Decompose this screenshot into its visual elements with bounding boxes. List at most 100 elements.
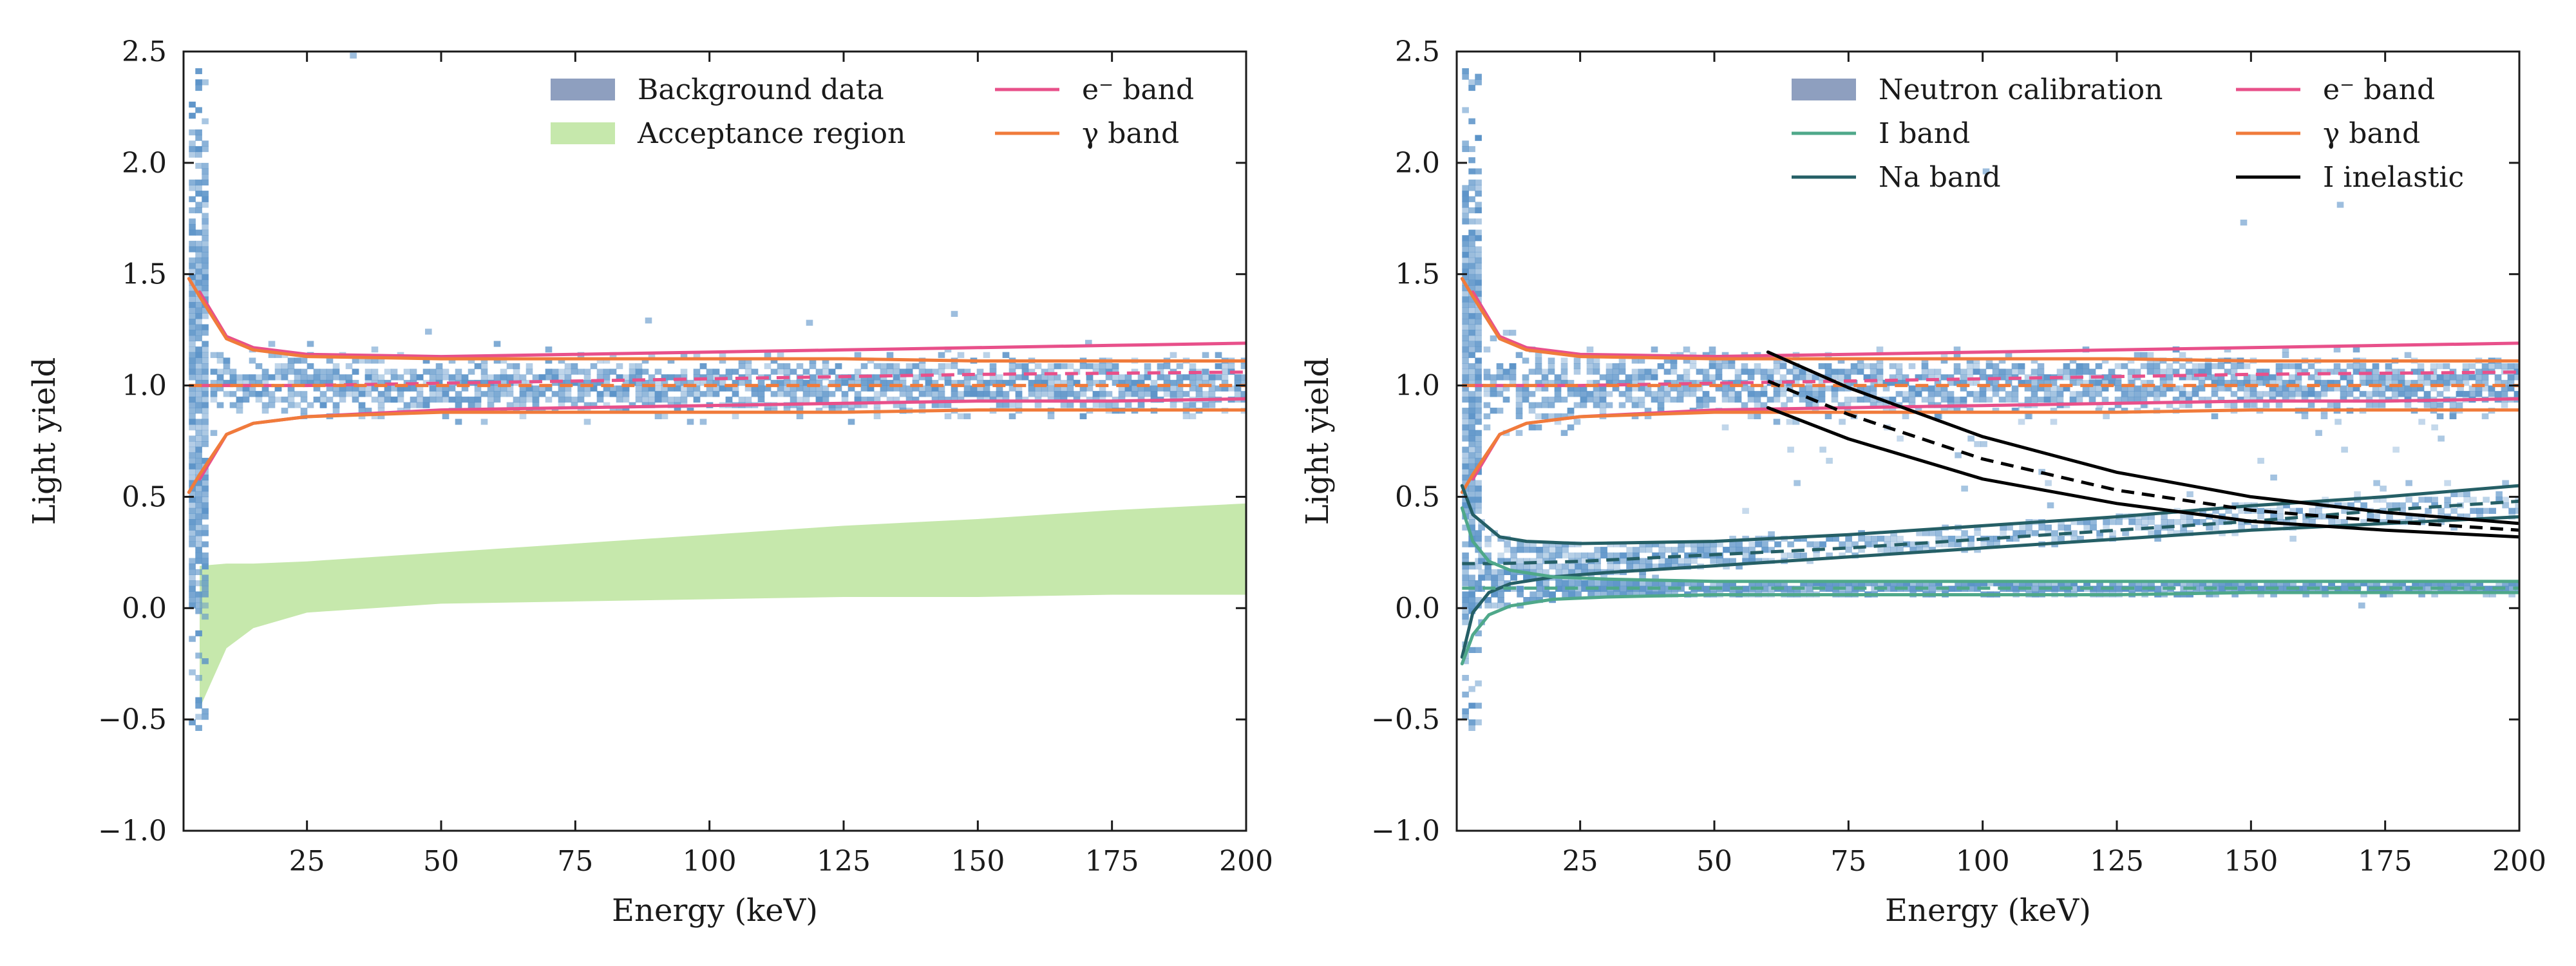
histogram-bin [468, 396, 475, 403]
histogram-bin [189, 408, 196, 414]
histogram-bin [2457, 513, 2464, 520]
histogram-bin [1475, 402, 1482, 408]
histogram-bin [1548, 379, 1555, 386]
histogram-bin [2283, 502, 2290, 509]
histogram-bin [1889, 374, 1897, 381]
histogram-bin [1787, 552, 1794, 559]
histogram-bin [1483, 346, 1491, 353]
histogram-bin [1812, 391, 1819, 397]
histogram-bin [938, 352, 945, 358]
histogram-bin [1839, 541, 1846, 547]
histogram-bin [2192, 391, 2199, 397]
histogram-bin [2438, 507, 2445, 514]
histogram-bin [1240, 374, 1246, 381]
histogram-bin [1961, 530, 1968, 536]
histogram-bin [1761, 547, 1768, 553]
histogram-bin [1560, 363, 1568, 370]
histogram-bin [1863, 396, 1871, 403]
histogram-bin [577, 368, 585, 375]
histogram-bin [202, 368, 209, 375]
histogram-bin [654, 413, 662, 419]
histogram-bin [1041, 374, 1048, 381]
histogram-bin [339, 374, 346, 381]
histogram-bin [1530, 564, 1537, 570]
histogram-bin [519, 396, 527, 403]
histogram-bin [1535, 368, 1542, 375]
histogram-bin [319, 402, 327, 408]
histogram-bin [377, 402, 385, 408]
histogram-bin [1979, 385, 1987, 392]
histogram-bin [1468, 274, 1475, 280]
histogram-bin [693, 368, 701, 375]
histogram-bin [2309, 519, 2316, 526]
histogram-outlier-bin [2047, 502, 2054, 509]
histogram-bin [912, 379, 920, 386]
histogram-bin [1575, 552, 1582, 559]
histogram-bin [1979, 374, 1987, 381]
histogram-bin [1548, 402, 1555, 408]
histogram-bin [2141, 402, 2148, 408]
histogram-bin [938, 368, 945, 375]
histogram-bin [2058, 524, 2065, 531]
-band-upper-line [187, 277, 1246, 363]
histogram-bin [202, 162, 209, 169]
histogram-bin [1468, 486, 1475, 492]
histogram-bin [1475, 446, 1482, 453]
histogram-bin [468, 402, 475, 408]
histogram-bin [2327, 402, 2334, 408]
histogram-bin [1593, 363, 1600, 370]
histogram-bin [2443, 374, 2450, 381]
histogram-bin [189, 574, 196, 581]
histogram-bin [1483, 368, 1491, 375]
histogram-bin [2295, 385, 2302, 392]
histogram-bin [2011, 396, 2019, 403]
histogram-bin [545, 357, 553, 364]
histogram-bin [1992, 379, 2000, 386]
histogram-bin [1870, 385, 1877, 392]
histogram-bin [1468, 402, 1475, 408]
histogram-bin [202, 146, 209, 153]
histogram-bin [1522, 374, 1530, 381]
histogram-bin [2320, 391, 2328, 397]
histogram-bin [223, 391, 231, 397]
histogram-bin [2327, 379, 2334, 386]
histogram-bin [2070, 530, 2078, 536]
histogram-bin [596, 396, 604, 403]
legend-label: e⁻ band [1082, 73, 1194, 106]
histogram-bin [2198, 385, 2206, 392]
histogram-bin [538, 385, 546, 392]
histogram-bin [1484, 552, 1492, 559]
histogram-bin [1992, 368, 2000, 375]
histogram-bin [912, 396, 920, 403]
histogram-bin [641, 391, 649, 397]
histogram-bin [1703, 547, 1710, 553]
histogram-bin [1536, 547, 1543, 553]
histogram-bin [1824, 413, 1832, 419]
histogram-bin [195, 441, 202, 448]
histogram-bin [493, 391, 501, 397]
histogram-bin [2101, 374, 2109, 381]
histogram-bin [1742, 547, 1749, 553]
histogram-bin [1554, 419, 1562, 425]
histogram-bin [1909, 541, 1917, 547]
histogram-bin [1478, 569, 1485, 575]
histogram-bin [1468, 157, 1475, 164]
histogram-bin [2347, 502, 2354, 509]
histogram-bin [2095, 385, 2103, 392]
histogram-bin [202, 79, 209, 86]
histogram-bin [189, 318, 196, 325]
histogram-bin [1510, 564, 1517, 570]
histogram-bin [989, 374, 997, 381]
histogram-bin [1568, 569, 1575, 575]
histogram-bin [538, 391, 546, 397]
histogram-bin [1748, 541, 1756, 547]
histogram-bin [1736, 547, 1743, 553]
histogram-bin [1670, 368, 1678, 375]
histogram-bin [2295, 374, 2302, 381]
histogram-bin [1536, 552, 1543, 559]
histogram-bin [2153, 368, 2161, 375]
histogram-bin [822, 357, 829, 364]
histogram-bin [1462, 608, 1469, 614]
histogram-bin [202, 379, 209, 386]
histogram-bin [189, 396, 196, 403]
